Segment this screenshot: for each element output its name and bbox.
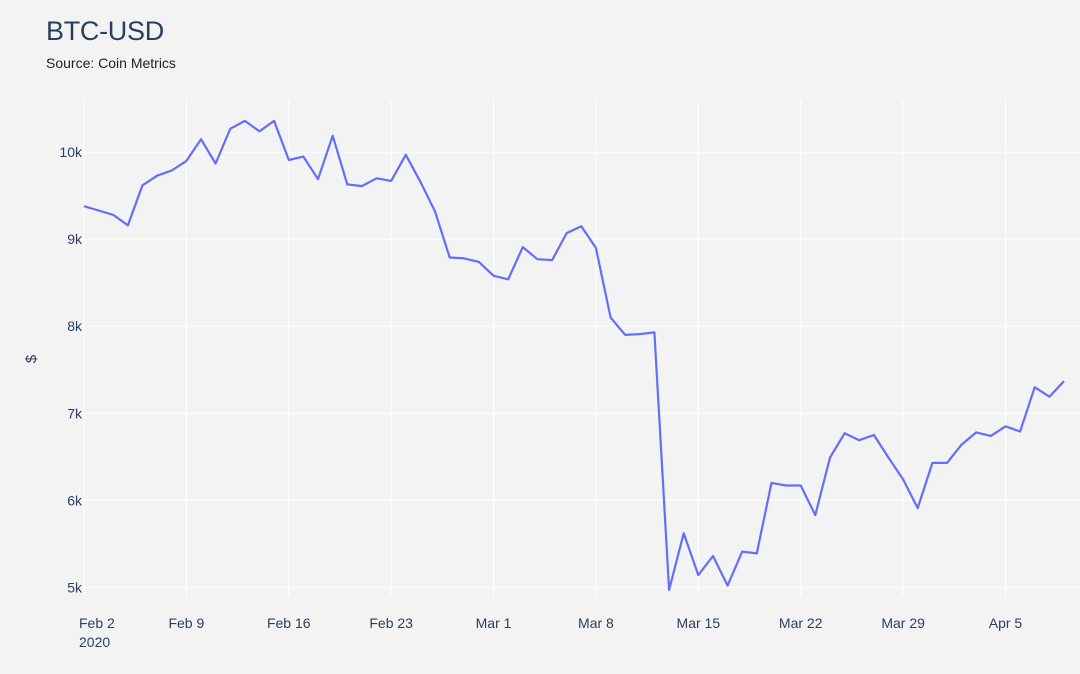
data-point (756, 552, 758, 554)
data-point (390, 180, 392, 182)
data-point (931, 462, 933, 464)
series-layer (83, 119, 1065, 591)
x-tick-label: Mar 15 (677, 615, 721, 631)
x-tick-label: Feb 9 (168, 615, 204, 631)
data-point (551, 259, 553, 261)
data-point (712, 555, 714, 557)
data-point (668, 589, 670, 591)
data-point (463, 257, 465, 259)
x-tick-label: Mar 1 (476, 615, 512, 631)
x-tick-label: Feb 23 (369, 615, 413, 631)
data-point (610, 317, 612, 319)
x-tick-label: Mar 29 (881, 615, 925, 631)
data-point (259, 130, 261, 132)
data-point (566, 232, 568, 234)
x-tick-label: Mar 22 (779, 615, 823, 631)
y-tick-label: 7k (67, 405, 83, 421)
data-point (902, 478, 904, 480)
data-point (332, 135, 334, 137)
chart-title: BTC-USD (46, 16, 164, 46)
data-point (142, 184, 144, 186)
data-point (961, 444, 963, 446)
data-point (302, 156, 304, 158)
data-point (653, 331, 655, 333)
y-axis: 5k 6k 7k 8k 9k 10k (59, 144, 83, 595)
data-point (858, 439, 860, 441)
data-point (1063, 380, 1065, 382)
data-point (434, 210, 436, 212)
data-point (741, 551, 743, 553)
data-point (83, 205, 85, 207)
data-point (317, 178, 319, 180)
data-point (1019, 431, 1021, 433)
data-point (185, 160, 187, 162)
data-point (171, 169, 173, 171)
x-tick-label: Feb 16 (267, 615, 311, 631)
data-point (683, 532, 685, 534)
data-point (624, 334, 626, 336)
data-point (522, 246, 524, 248)
y-tick-label: 10k (59, 144, 83, 160)
data-point (112, 214, 114, 216)
data-point (580, 225, 582, 227)
y-tick-label: 5k (67, 579, 83, 595)
x-axis: Feb 2 2020 Feb 9 Feb 16 Feb 23 Mar 1 Mar 8 Mar … (79, 615, 1022, 650)
data-point (229, 128, 231, 130)
data-point (127, 224, 129, 226)
data-point (449, 257, 451, 259)
series-line-btc-usd (83, 119, 1065, 591)
data-point (785, 484, 787, 486)
data-point (244, 120, 246, 122)
data-point (98, 210, 100, 212)
data-point (917, 507, 919, 509)
chart-subtitle: Source: Coin Metrics (46, 55, 176, 71)
data-point (493, 275, 495, 277)
data-point (1004, 425, 1006, 427)
data-point (156, 175, 158, 177)
data-point (215, 163, 217, 165)
data-point (975, 431, 977, 433)
x-tick-label: Apr 5 (989, 615, 1023, 631)
data-point (536, 258, 538, 260)
data-point (273, 120, 275, 122)
data-point (800, 484, 802, 486)
data-point (873, 434, 875, 436)
y-tick-label: 8k (67, 318, 83, 334)
data-point (990, 435, 992, 437)
data-point (346, 183, 348, 185)
data-point (887, 457, 889, 459)
gridlines (80, 100, 1080, 596)
data-point (478, 261, 480, 263)
data-point (770, 482, 772, 484)
data-point (814, 514, 816, 516)
data-point (507, 278, 509, 280)
data-point (1048, 396, 1050, 398)
y-tick-label: 9k (67, 231, 83, 247)
data-point (829, 457, 831, 459)
x-tick-label: Mar 8 (578, 615, 614, 631)
data-point (639, 333, 641, 335)
data-point (405, 154, 407, 156)
data-point (419, 181, 421, 183)
data-point (200, 138, 202, 140)
data-point (844, 432, 846, 434)
data-point (376, 177, 378, 179)
data-point (595, 247, 597, 249)
y-axis-title: $ (23, 354, 40, 363)
x-tick-label: Feb 2 (79, 615, 115, 631)
data-point (727, 585, 729, 587)
data-point (361, 185, 363, 187)
data-point (1034, 386, 1036, 388)
x-tick-sublabel: 2020 (79, 634, 110, 650)
data-point (946, 462, 948, 464)
data-point (288, 159, 290, 161)
data-point (697, 574, 699, 576)
y-tick-label: 6k (67, 492, 83, 508)
